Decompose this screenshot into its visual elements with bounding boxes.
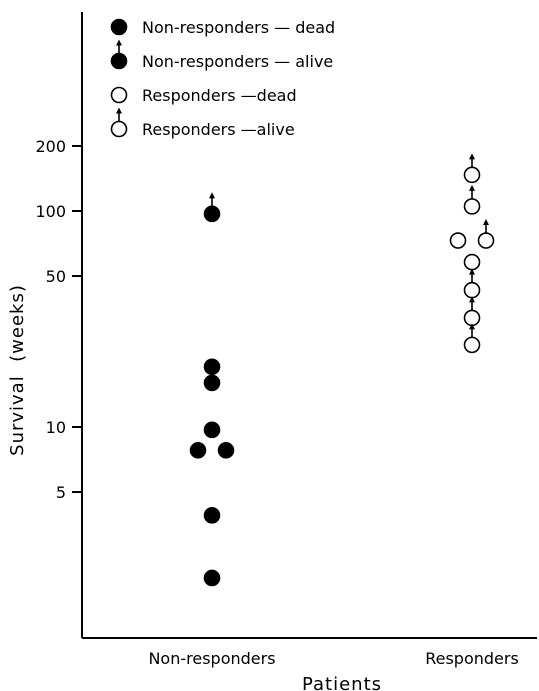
legend-marker-1-arrow-head — [116, 39, 122, 46]
data-point-s3-p2-circle — [477, 232, 495, 249]
data-point-s3-p0-circle — [463, 166, 481, 184]
data-point-s0-p1 — [203, 374, 221, 392]
legend-marker-3 — [110, 107, 128, 138]
data-point-s3-p1-circle — [463, 198, 481, 215]
data-point-s0-p0 — [203, 358, 221, 376]
data-point-s0-p0-circle — [203, 358, 221, 376]
data-point-s0-p5 — [203, 507, 221, 524]
data-point-s0-p6-circle — [203, 569, 221, 587]
data-point-s0-p2-circle — [203, 421, 221, 439]
x-category-labels: Non-responders Responders — [148, 649, 518, 668]
legend: Non-responders — dead Non-responders — al… — [110, 18, 335, 139]
data-point-s3-p4-arrow-head — [469, 296, 475, 303]
data-point-s3-p0 — [463, 153, 481, 184]
legend-marker-2 — [110, 86, 128, 104]
data-point-s3-p4-circle — [463, 309, 481, 327]
data-point-s0-p3 — [189, 442, 207, 459]
data-point-s3-p3-arrow-head — [469, 268, 475, 275]
data-point-s3-p2 — [477, 219, 495, 249]
y-axis-title: Survival (weeks) — [7, 284, 28, 456]
data-point-s2-p0 — [449, 232, 467, 249]
legend-marker-3-arrow-head — [116, 107, 122, 114]
data-point-s3-p0-arrow-head — [469, 153, 475, 160]
y-tick-label-100: 100 — [35, 202, 66, 221]
data-point-s2-p1 — [463, 253, 481, 271]
data-point-s3-p4 — [463, 296, 481, 327]
data-point-s2-p0-circle — [449, 232, 467, 249]
y-ticks: 5 10 50 100 200 — [35, 137, 82, 502]
legend-marker-3-circle — [110, 120, 128, 138]
data-point-s3-p5-circle — [463, 336, 481, 354]
legend-marker-2-circle — [110, 86, 128, 104]
legend-marker-0-circle — [110, 18, 128, 36]
data-point-s0-p4-circle — [217, 442, 235, 459]
data-point-s0-p1-circle — [203, 374, 221, 392]
data-point-s3-p2-arrow-head — [483, 219, 489, 226]
data-point-s3-p1-arrow-head — [469, 184, 475, 191]
data-points — [189, 153, 495, 587]
x-category-label-0: Non-responders — [148, 649, 275, 668]
legend-label-2: Responders —dead — [142, 86, 297, 105]
legend-marker-0 — [110, 18, 128, 36]
data-point-s0-p4 — [217, 442, 235, 459]
axes — [81, 12, 537, 639]
data-point-s1-p0-arrow-head — [209, 192, 215, 199]
legend-label-1: Non-responders — alive — [142, 52, 333, 71]
legend-label-3: Responders —alive — [142, 120, 295, 139]
data-point-s3-p5 — [463, 323, 481, 354]
y-tick-label-200: 200 — [35, 137, 66, 156]
data-point-s3-p5-arrow-head — [469, 323, 475, 330]
y-tick-label-5: 5 — [56, 483, 66, 502]
y-tick-label-10: 10 — [46, 418, 66, 437]
x-axis-title: Patients — [302, 674, 382, 691]
legend-marker-1-circle — [110, 52, 128, 70]
data-point-s0-p5-circle — [203, 507, 221, 524]
data-point-s0-p2 — [203, 421, 221, 439]
legend-marker-1 — [110, 39, 128, 70]
legend-label-0: Non-responders — dead — [142, 18, 335, 37]
data-point-s2-p1-circle — [463, 253, 481, 271]
data-point-s3-p3-circle — [463, 281, 481, 299]
y-tick-label-50: 50 — [46, 267, 66, 286]
data-point-s1-p0 — [203, 192, 221, 223]
data-point-s3-p3 — [463, 268, 481, 299]
data-point-s1-p0-circle — [203, 205, 221, 223]
data-point-s0-p3-circle — [189, 442, 207, 459]
x-category-label-1: Responders — [425, 649, 519, 668]
data-point-s0-p6 — [203, 569, 221, 587]
data-point-s3-p1 — [463, 184, 481, 215]
